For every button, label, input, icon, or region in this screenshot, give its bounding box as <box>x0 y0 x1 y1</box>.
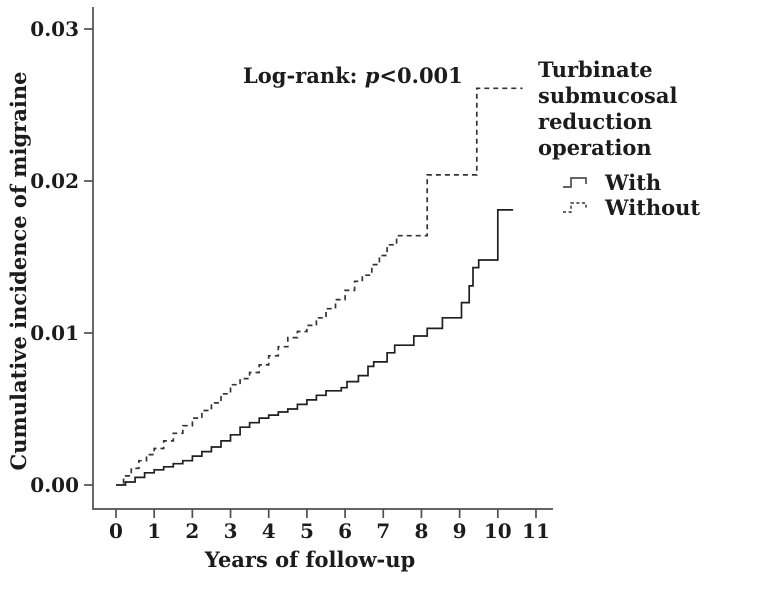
y-tick-label: 0.01 <box>30 321 79 345</box>
x-tick-label: 6 <box>338 519 352 543</box>
legend: Turbinate submucosal reduction operation… <box>538 57 764 220</box>
legend-title-line1: Turbinate submucosal <box>538 57 678 108</box>
log-rank-annotation: Log-rank: p<0.001 <box>243 63 463 88</box>
x-tick-label: 1 <box>147 519 161 543</box>
x-tick-label: 8 <box>414 519 428 543</box>
x-tick-label: 2 <box>185 519 199 543</box>
x-tick-label: 11 <box>522 519 550 543</box>
x-tick-label: 9 <box>453 519 467 543</box>
legend-title-line2: reduction operation <box>538 109 653 160</box>
x-tick-label: 0 <box>109 519 123 543</box>
legend-item-without: Without <box>562 195 764 220</box>
legend-items: With Without <box>538 170 764 220</box>
x-tick-label: 10 <box>484 519 512 543</box>
legend-label-with: With <box>605 170 662 195</box>
legend-title: Turbinate submucosal reduction operation <box>538 57 764 161</box>
y-tick-label: 0.00 <box>30 473 79 497</box>
annotation-p-value: <0.001 <box>379 63 463 88</box>
legend-label-without: Without <box>605 195 701 220</box>
with-curve <box>116 209 514 486</box>
x-axis-title: Years of follow-up <box>204 547 416 572</box>
solid-step-line-icon <box>563 177 587 188</box>
y-tick-label: 0.03 <box>30 17 79 41</box>
axes-lines <box>92 7 553 510</box>
without-curve <box>116 87 523 486</box>
legend-item-with: With <box>562 170 764 195</box>
annotation-p-symbol: p <box>364 63 380 88</box>
dashed-step-line-icon <box>563 202 587 213</box>
x-tick-label: 4 <box>262 519 276 543</box>
x-tick-label: 5 <box>300 519 314 543</box>
x-tick-label: 7 <box>376 519 390 543</box>
y-axis-title: Cumulative incidence of migraine <box>6 71 31 471</box>
x-tick-label: 3 <box>224 519 238 543</box>
annotation-prefix: Log-rank: <box>243 63 365 88</box>
y-tick-label: 0.02 <box>30 169 79 193</box>
